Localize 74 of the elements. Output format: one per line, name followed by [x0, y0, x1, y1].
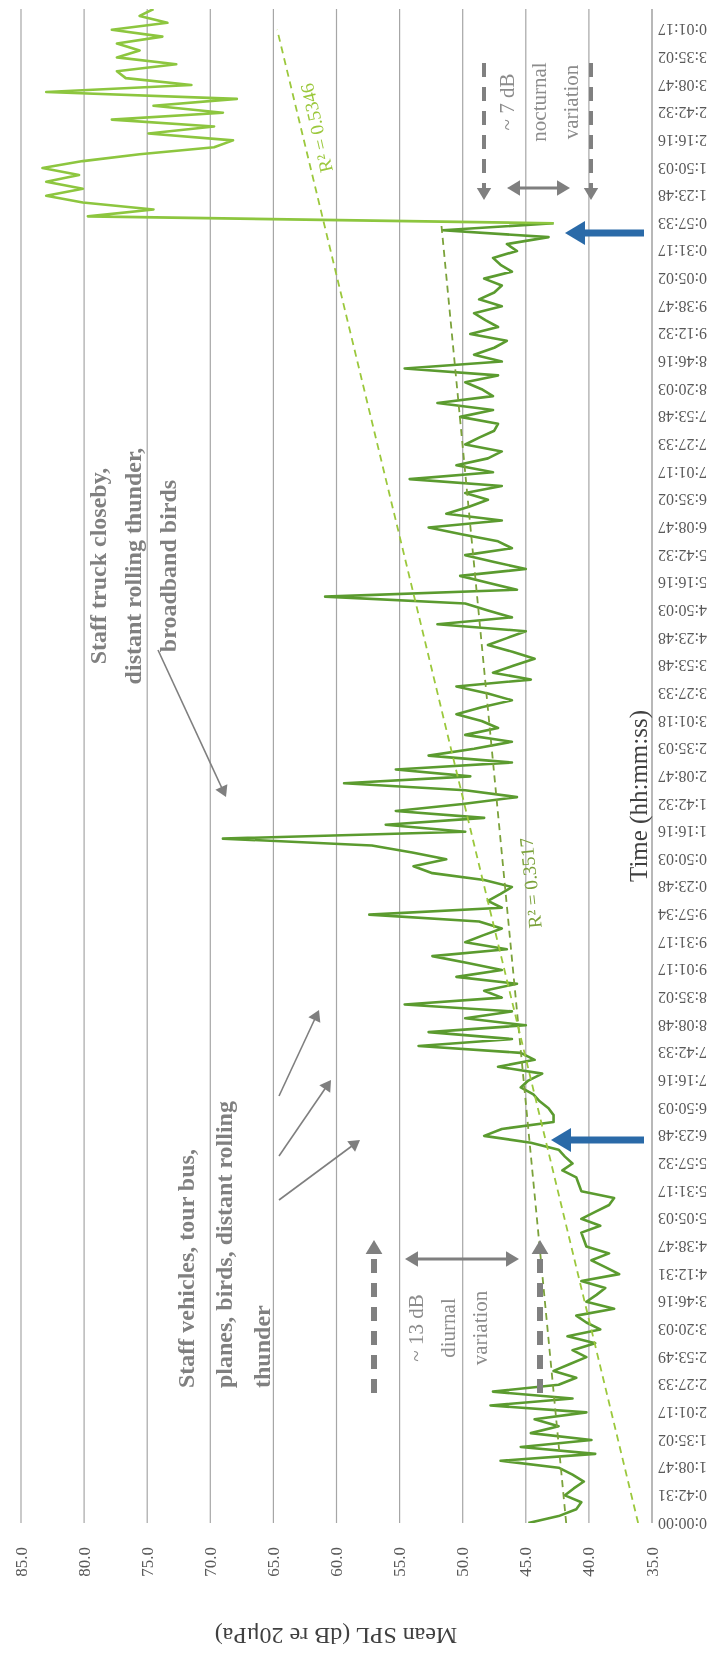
y-tick-label: 3:46:16	[658, 1293, 707, 1311]
y-tick-label: 9:38:47	[658, 297, 707, 315]
annotation: Staff truck closeby, distant rolling thunder, broadband birds	[85, 447, 181, 685]
y-tick-label: 5:57:32	[658, 1155, 707, 1173]
y-tick-label: 2:16:16	[658, 131, 707, 149]
y-tick-label: 0:31:17	[658, 242, 707, 260]
y-tick-label: 5:05:03	[658, 1210, 707, 1228]
y-tick-label: 5:42:32	[658, 546, 707, 564]
y-tick-label: 7:01:17	[658, 463, 707, 481]
y-tick-label: 0:42:31	[658, 1486, 707, 1504]
annotation: R² = 0.3517	[514, 836, 546, 930]
y-tick-label: 6:08:47	[658, 518, 707, 536]
annotation: ~ 7 dB nocturnal variation	[495, 62, 583, 142]
y-tick-label: 3:01:18	[658, 712, 707, 730]
y-tick-label: 2:01:17	[658, 1403, 707, 1421]
y-tick-label: 1:08:47	[658, 1459, 707, 1477]
x-tick-label: 55.0	[390, 1547, 410, 1577]
y-tick-label: 1:23:48	[658, 187, 707, 205]
y-axis-title: Time (hh:mm:ss)	[624, 709, 653, 883]
y-tick-label: 2:27:33	[658, 1376, 707, 1394]
x-tick-label: 60.0	[327, 1547, 346, 1577]
annotation: ~ 13 dB diurnal variation	[404, 1290, 492, 1366]
y-tick-label: 0:05:02	[658, 270, 707, 288]
y-tick-label: 5:31:17	[658, 1182, 707, 1200]
annotation: R² = 0.5346	[295, 81, 337, 175]
y-tick-label: 8:35:02	[658, 989, 707, 1007]
y-tick-label: 2:53:49	[658, 1348, 707, 1366]
y-tick-label: 7:42:33	[658, 1044, 707, 1062]
y-tick-label: 3:20:03	[658, 1320, 707, 1338]
y-tick-label: 4:12:31	[658, 1265, 707, 1283]
y-tick-label: 6:35:02	[658, 491, 707, 509]
x-axis-title: Mean SPL (dB re 20μPa)	[214, 1623, 458, 1649]
y-tick-label: 1:50:03	[658, 159, 707, 177]
y-tick-label: 1:42:32	[658, 795, 707, 813]
y-tick-label: 2:42:32	[658, 104, 707, 122]
y-tick-label: 0:57:33	[658, 214, 707, 232]
y-tick-label: 4:38:47	[658, 1237, 707, 1255]
y-tick-label: 6:50:03	[658, 1099, 707, 1117]
y-tick-label: 4:50:03	[658, 601, 707, 619]
x-tick-label: 65.0	[263, 1547, 283, 1577]
y-tick-label: 9:57:34	[658, 906, 707, 924]
y-tick-label: 2:08:47	[658, 767, 707, 785]
y-tick-label: 7:53:48	[658, 408, 707, 426]
y-tick-label: 3:27:33	[658, 684, 707, 702]
y-tick-label: 0:23:48	[658, 878, 707, 896]
x-tick-label: 45.0	[516, 1547, 536, 1577]
y-tick-label: 6:23:48	[658, 1127, 707, 1145]
x-tick-label: 35.0	[642, 1547, 662, 1577]
x-tick-label: 85.0	[11, 1547, 31, 1577]
annotation: Staff vehicles, tour bus, planes, birds, distant rolling thunder	[173, 1101, 275, 1388]
y-tick-label: 8:20:03	[658, 380, 707, 398]
y-tick-label: 8:08:48	[658, 1016, 707, 1034]
y-tick-label: 1:35:02	[658, 1431, 707, 1449]
y-tick-label: 3:08:47	[658, 76, 707, 94]
y-tick-label: 5:16:16	[658, 574, 707, 592]
y-tick-label: 3:53:48	[658, 657, 707, 675]
y-tick-label: 9:12:32	[658, 325, 707, 343]
y-tick-label: 9:31:17	[658, 933, 707, 951]
y-tick-label: 7:16:16	[658, 1072, 707, 1090]
y-tick-label: 1:16:16	[658, 823, 707, 841]
y-tick-label: 9:01:17	[658, 961, 707, 979]
x-tick-label: 75.0	[137, 1547, 157, 1577]
x-tick-label: 50.0	[453, 1547, 473, 1577]
y-tick-label: 0:00:00	[658, 1514, 707, 1532]
y-tick-label: 4:23:48	[658, 629, 707, 647]
y-tick-label: 2:35:03	[658, 740, 707, 758]
x-tick-label: 70.0	[200, 1547, 220, 1577]
y-tick-label: 7:27:33	[658, 436, 707, 454]
x-tick-label: 80.0	[74, 1547, 94, 1577]
y-tick-label: 8:46:16	[658, 353, 707, 371]
y-tick-label: 0:50:03	[658, 850, 707, 868]
y-tick-label: 3:35:02	[658, 48, 707, 66]
x-tick-label: 40.0	[579, 1547, 599, 1577]
y-tick-label: 0:01:17	[658, 21, 707, 39]
